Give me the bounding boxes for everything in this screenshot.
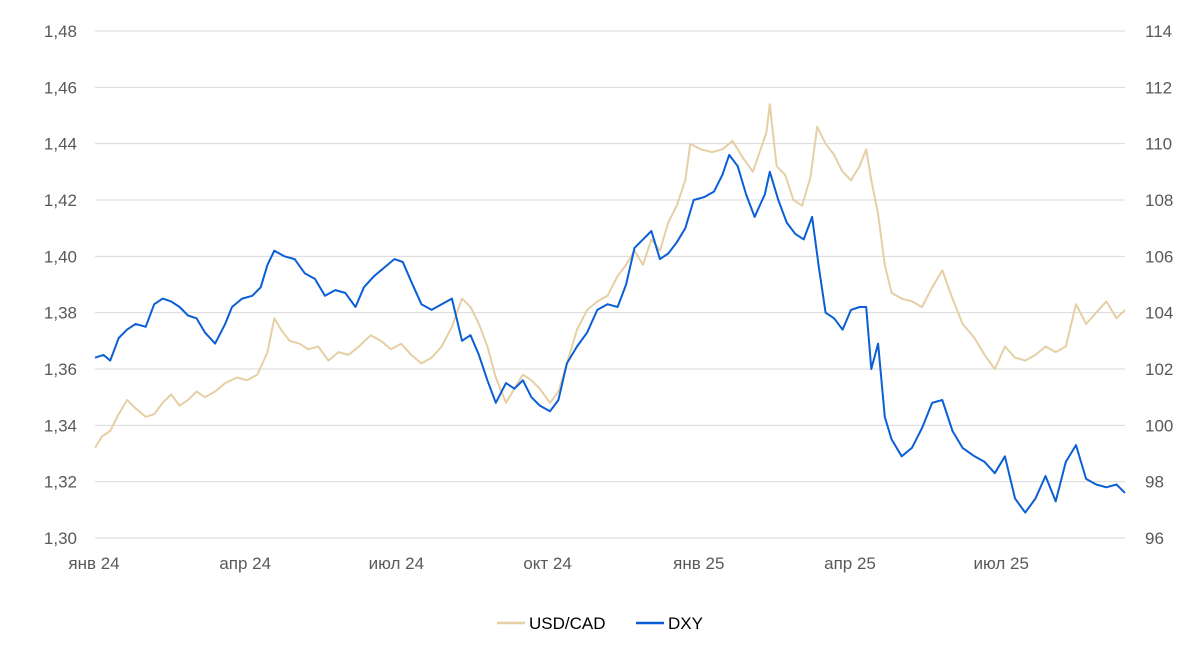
right-axis-tick: 114 bbox=[1145, 22, 1172, 41]
left-axis-tick: 1,42 bbox=[44, 191, 77, 210]
x-axis-tick-labels: янв 24 апр 24 июл 24 окт 24 янв 25 апр 25 июл … bbox=[68, 554, 1029, 573]
right-axis-tick: 104 bbox=[1145, 304, 1173, 323]
left-axis-tick: 1,48 bbox=[44, 22, 77, 41]
right-axis-tick: 100 bbox=[1145, 416, 1173, 435]
left-axis-tick: 1,30 bbox=[44, 529, 77, 548]
x-axis-tick: окт 24 bbox=[523, 554, 572, 573]
legend-label: DXY bbox=[668, 614, 703, 633]
x-axis-tick: янв 25 bbox=[673, 554, 724, 573]
legend-label: USD/CAD bbox=[529, 614, 606, 633]
right-axis-tick: 96 bbox=[1145, 529, 1164, 548]
series-layer bbox=[94, 103, 1126, 514]
left-axis-tick: 1,40 bbox=[44, 247, 77, 266]
left-axis-tick: 1,32 bbox=[44, 473, 77, 492]
left-axis-tick: 1,36 bbox=[44, 360, 77, 379]
left-axis-tick-labels: 1,30 1,32 1,34 1,36 1,38 1,40 1,42 1,44 1,46 1,48 bbox=[44, 22, 77, 548]
grid-lines bbox=[95, 30, 1125, 539]
right-axis-tick: 112 bbox=[1145, 78, 1172, 97]
right-axis-tick-labels: 96 98 100 102 104 106 108 110 112 114 bbox=[1145, 22, 1173, 548]
right-axis-tick: 110 bbox=[1145, 135, 1172, 154]
x-axis-tick: апр 24 bbox=[219, 554, 271, 573]
x-axis-tick: янв 24 bbox=[68, 554, 119, 573]
left-axis-tick: 1,34 bbox=[44, 416, 77, 435]
left-axis-tick: 1,44 bbox=[44, 135, 77, 154]
right-axis-tick: 108 bbox=[1145, 191, 1173, 210]
right-axis-tick: 98 bbox=[1145, 473, 1164, 492]
right-axis-tick: 106 bbox=[1145, 247, 1173, 266]
x-axis-tick: июл 24 bbox=[369, 554, 424, 573]
x-axis-tick: июл 25 bbox=[973, 554, 1028, 573]
left-axis-tick: 1,46 bbox=[44, 78, 77, 97]
x-axis-tick: апр 25 bbox=[824, 554, 876, 573]
legend: USD/CAD DXY bbox=[497, 614, 703, 633]
left-axis-tick: 1,38 bbox=[44, 304, 77, 323]
series-line-usd-cad bbox=[94, 103, 1126, 449]
series-line-dxy bbox=[94, 153, 1126, 514]
right-axis-tick: 102 bbox=[1145, 360, 1173, 379]
